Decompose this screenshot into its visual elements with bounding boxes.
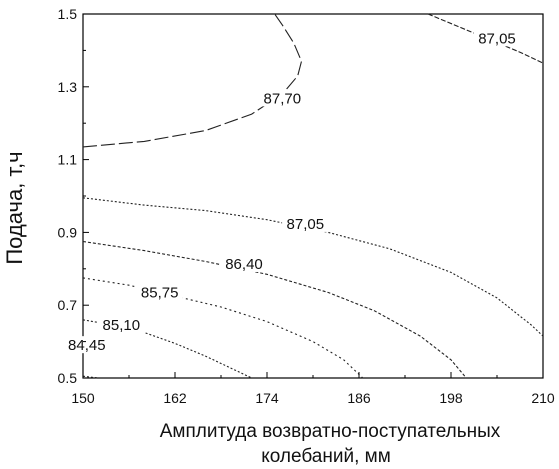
- contour-lines: [82, 13, 544, 379]
- contour-label: 84,45: [68, 337, 106, 354]
- contour-label-bg: [473, 29, 521, 47]
- contour-label: 87,05: [287, 216, 325, 233]
- y-tick-label: 0.5: [58, 370, 78, 386]
- x-tick-label: 198: [439, 390, 463, 406]
- x-tick-label: 174: [255, 390, 279, 406]
- y-tick-label: 1.1: [58, 152, 78, 168]
- contour-line: [82, 197, 544, 337]
- contour-label: 85,10: [103, 317, 141, 334]
- contour-label-bg: [136, 283, 183, 301]
- x-tick-label: 186: [347, 390, 371, 406]
- contour-line: [82, 13, 303, 148]
- contour-line: [82, 277, 364, 379]
- x-tick-label: 162: [163, 390, 187, 406]
- x-axis-label-line-2: колебаний, мм: [261, 446, 391, 467]
- contour-label: 86,40: [225, 256, 263, 273]
- x-tick-label: 150: [71, 390, 95, 406]
- contour-label: 85,75: [141, 284, 179, 301]
- contour-label-bg: [98, 316, 145, 334]
- contour-line: [82, 240, 467, 379]
- contour-label-bg: [282, 214, 329, 232]
- contour-label: 87,70: [264, 90, 302, 107]
- contour-line: [82, 375, 99, 379]
- contour-label-bg: [63, 336, 111, 354]
- x-axis-ticks: 150 162 174 186 198 210: [71, 372, 555, 406]
- contour-label-bg: [220, 254, 268, 272]
- plot-frame: [82, 13, 544, 379]
- y-tick-label: 1.5: [58, 6, 78, 22]
- y-tick-label: 1.3: [58, 79, 78, 95]
- y-axis-ticks: 0.5 0.7 0.9 1.1 1.3 1.5: [58, 6, 89, 386]
- y-tick-label: 0.9: [58, 224, 78, 240]
- y-tick-label: 0.7: [58, 297, 78, 313]
- contour-label-bg: [259, 89, 306, 107]
- x-tick-label: 210: [531, 390, 555, 406]
- y-axis-label: Подача, т,ч: [2, 151, 27, 264]
- x-axis-label-line-1: Амплитуда возвратно-поступательных: [160, 421, 501, 442]
- contour-label: 87,05: [478, 30, 516, 47]
